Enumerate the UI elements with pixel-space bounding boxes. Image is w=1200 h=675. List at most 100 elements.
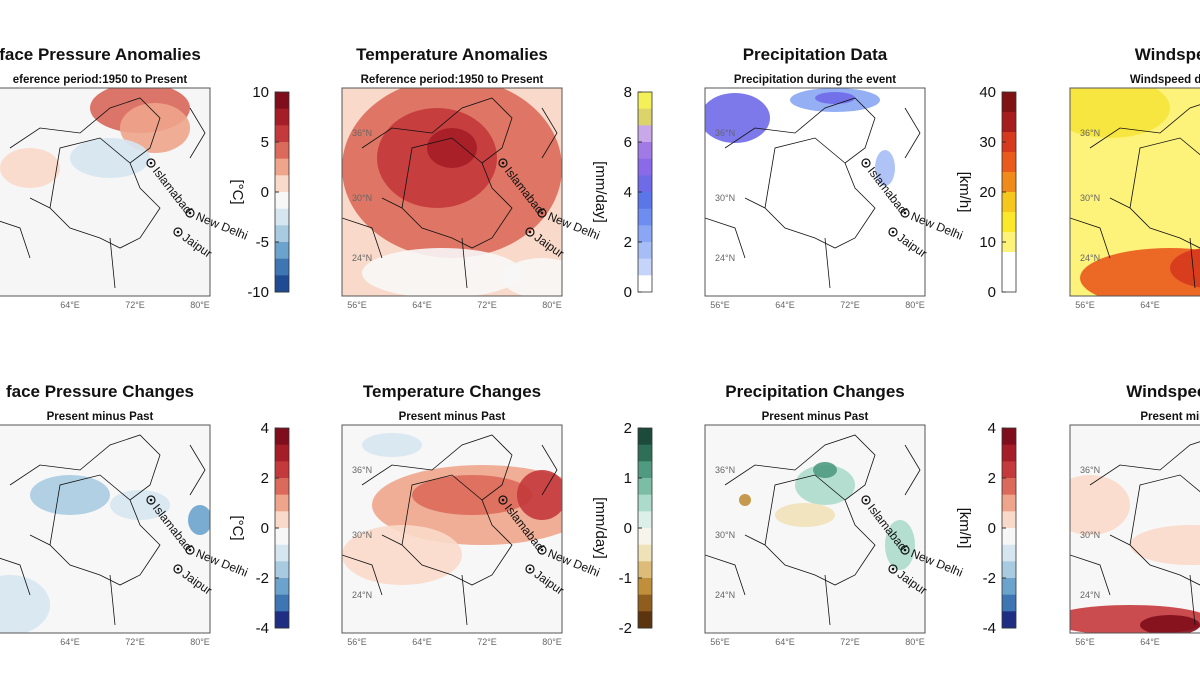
lat-label: 36°N <box>352 465 372 475</box>
lat-label: 36°N <box>715 128 735 138</box>
colorbar-step <box>638 125 652 143</box>
lat-label: 30°N <box>715 530 735 540</box>
colorbar-step <box>638 225 652 243</box>
panel-title: Temperature Changes <box>363 382 541 401</box>
border-lines <box>705 434 921 626</box>
city-marker <box>185 208 195 218</box>
colorbar-label: [km/h] <box>956 172 973 213</box>
city-marker <box>525 564 535 574</box>
colorbar-tick-label: 0 <box>988 284 996 301</box>
panel-subtitle: Present minus Past <box>47 411 154 423</box>
city-marker <box>888 227 898 237</box>
map-frame <box>704 87 926 297</box>
lon-label: 56°E <box>347 300 367 310</box>
colorbar-label: [°C] <box>229 179 246 204</box>
city-marker <box>861 495 871 505</box>
field-blob <box>885 520 915 570</box>
lon-label: 72°E <box>125 300 145 310</box>
city-dot <box>864 161 868 165</box>
field-blob <box>739 494 751 506</box>
map-field <box>0 88 210 296</box>
panel-subtitle: eference period:1950 to Present <box>13 74 188 86</box>
city-dot <box>188 548 192 552</box>
colorbar-step <box>1002 428 1016 446</box>
city-dot <box>501 498 505 502</box>
city-dot <box>540 211 544 215</box>
field-blob <box>362 433 422 457</box>
colorbar-tick-label: 4 <box>988 420 996 437</box>
city-marker <box>173 227 183 237</box>
panel-subtitle: Windspeed during <box>1130 74 1200 86</box>
lon-label: 72°E <box>477 300 497 310</box>
colorbar-step <box>638 92 652 110</box>
map-field <box>1070 88 1200 296</box>
city-dot <box>188 211 192 215</box>
colorbar-step <box>1002 494 1016 512</box>
colorbar-step <box>638 175 652 193</box>
field-blob <box>1170 248 1200 288</box>
lon-label: 72°E <box>477 637 497 647</box>
city-marker <box>861 158 871 168</box>
panel-subtitle: Reference period:1950 to Present <box>361 74 544 86</box>
city-dot <box>149 161 153 165</box>
lon-label: 80°E <box>905 300 925 310</box>
city-marker <box>173 564 183 574</box>
colorbar-step <box>275 258 289 276</box>
city-dot <box>501 161 505 165</box>
colorbar-step <box>638 511 652 529</box>
field-blob <box>517 470 562 520</box>
colorbar-step <box>1002 578 1016 596</box>
city-dot <box>176 230 180 234</box>
map-field <box>705 88 925 296</box>
lat-label: 30°N <box>1080 530 1100 540</box>
field-blob <box>795 465 855 505</box>
field-blob <box>362 248 522 296</box>
field-blob <box>30 475 110 515</box>
colorbar-step <box>275 511 289 529</box>
colorbar-tick-label: -1 <box>619 570 632 587</box>
panel-title: Windspeed <box>1135 45 1200 64</box>
lat-label: 30°N <box>352 530 372 540</box>
map-frame <box>1069 87 1200 297</box>
field-blob <box>0 575 50 633</box>
panel-title: Precipitation Data <box>743 45 888 64</box>
field-blob <box>1130 525 1200 565</box>
lon-label: 64°E <box>775 300 795 310</box>
colorbar-step <box>275 478 289 496</box>
colorbar-step <box>275 125 289 143</box>
lat-label: 24°N <box>352 253 372 263</box>
colorbar-step <box>1002 132 1016 153</box>
lon-label: 64°E <box>60 300 80 310</box>
field-blob <box>1140 615 1200 633</box>
field-blob <box>1070 88 1170 138</box>
lat-label: 36°N <box>352 128 372 138</box>
border-lines <box>342 97 558 289</box>
colorbar-step <box>275 444 289 462</box>
colorbar-step <box>275 428 289 446</box>
border-lines <box>1070 104 1200 289</box>
lat-label: 24°N <box>715 590 735 600</box>
field-blob <box>1080 248 1200 296</box>
colorbar-step <box>638 544 652 562</box>
city-marker <box>146 495 156 505</box>
city-dot <box>903 211 907 215</box>
panel-subtitle: Present minus Past <box>399 411 506 423</box>
colorbar-tick-label: 1 <box>624 470 632 487</box>
colorbar-tick-label: -2 <box>256 570 269 587</box>
field-blob <box>1070 475 1130 535</box>
lon-label: 64°E <box>412 637 432 647</box>
colorbar-tick-label: 10 <box>252 84 269 101</box>
city-dot <box>891 230 895 234</box>
colorbar-step <box>1002 192 1016 213</box>
colorbar-tick-label: 10 <box>979 234 996 251</box>
colorbar-step <box>275 208 289 226</box>
lat-label: 30°N <box>1080 193 1100 203</box>
panel-subtitle: Precipitation during the event <box>734 74 896 86</box>
colorbar-step <box>638 561 652 579</box>
colorbar-tick-label: 4 <box>624 184 632 201</box>
field-blob <box>427 128 477 168</box>
colorbar-tick-label: 2 <box>624 420 632 437</box>
colorbar-tick-label: 0 <box>988 520 996 537</box>
map: 36°N30°N24°N56°E 64°E 72°E 80°EIslamabadNew… <box>704 87 965 310</box>
